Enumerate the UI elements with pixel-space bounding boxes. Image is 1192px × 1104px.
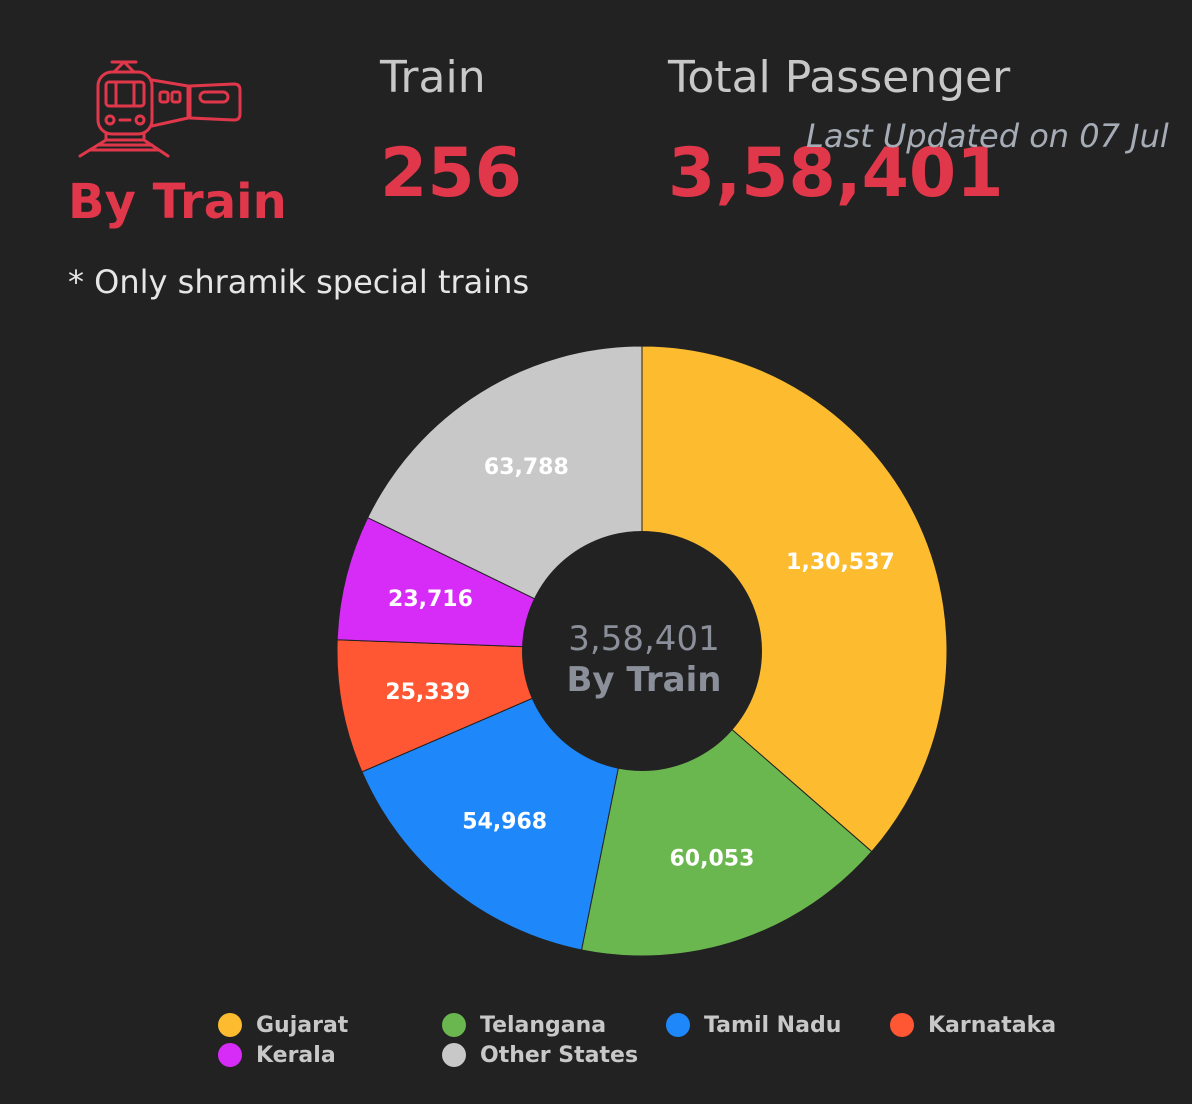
legend-swatch [442, 1043, 466, 1067]
legend-item-kerala[interactable]: Kerala [218, 1042, 442, 1068]
chart-legend: Gujarat Telangana Tamil Nadu Karnataka Keral… [218, 1012, 1118, 1068]
slice-label-kerala: 23,716 [388, 587, 473, 612]
legend-swatch [442, 1013, 466, 1037]
legend-item-other-states[interactable]: Other States [442, 1042, 666, 1068]
train-count-value: 256 [380, 134, 522, 213]
legend-item-karnataka[interactable]: Karnataka [890, 1012, 1114, 1038]
center-label: By Train [567, 660, 722, 700]
legend-label: Tamil Nadu [704, 1012, 842, 1038]
mode-label: By Train [68, 174, 287, 230]
train-icon [78, 60, 242, 158]
legend-swatch [218, 1043, 242, 1067]
total-passenger-label: Total Passenger [668, 52, 1011, 103]
train-count-label: Train [380, 52, 486, 103]
legend-swatch [666, 1013, 690, 1037]
last-updated: Last Updated on 07 Jul [806, 117, 1169, 155]
slice-gujarat[interactable] [641, 345, 948, 853]
slice-label-tamil-nadu: 54,968 [462, 809, 547, 834]
legend-swatch [890, 1013, 914, 1037]
center-value: 3,58,401 [568, 619, 719, 659]
slice-label-other-states: 63,788 [484, 455, 569, 480]
legend-label: Telangana [480, 1012, 607, 1038]
legend-label: Karnataka [928, 1012, 1057, 1038]
donut-hole [522, 531, 762, 771]
total-passenger-value: 3,58,401 [668, 134, 1004, 213]
legend-item-telangana[interactable]: Telangana [442, 1012, 666, 1038]
legend-label: Other States [480, 1042, 639, 1068]
legend-swatch [218, 1013, 242, 1037]
donut-chart: 1,30,537 60,053 54,968 25,339 23,716 63,788 3… [336, 345, 948, 957]
footnote: * Only shramik special trains [68, 263, 530, 301]
slice-label-gujarat: 1,30,537 [786, 550, 895, 575]
legend-item-tamil-nadu[interactable]: Tamil Nadu [666, 1012, 890, 1038]
legend-label: Gujarat [256, 1012, 349, 1038]
slice-label-karnataka: 25,339 [385, 680, 470, 705]
slice-label-telangana: 60,053 [670, 846, 755, 871]
legend-item-gujarat[interactable]: Gujarat [218, 1012, 442, 1038]
legend-label: Kerala [256, 1042, 336, 1068]
